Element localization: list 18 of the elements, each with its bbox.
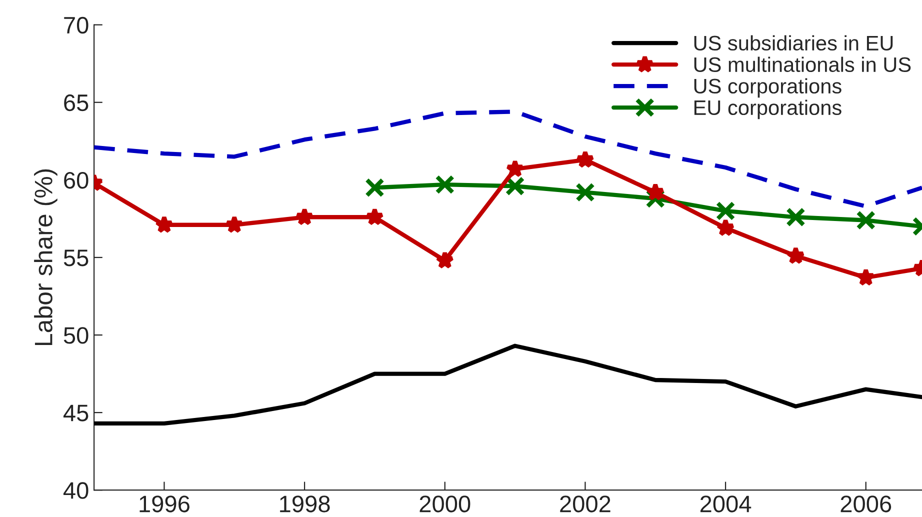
x-tick-label: 2000 <box>420 496 470 512</box>
y-tick-label: 70 <box>64 16 88 34</box>
y-tick-label: 50 <box>64 327 88 344</box>
y-axis-title: Labor share (%) <box>34 169 58 346</box>
x-tick-label: 2004 <box>700 496 752 512</box>
x-tick-label: 1998 <box>280 496 330 512</box>
x-tick-label: 1996 <box>140 496 190 512</box>
legend-label: US subsidiaries in EU <box>694 35 893 51</box>
legend-label: US multinationals in US <box>694 56 911 72</box>
y-tick-label: 40 <box>63 482 88 499</box>
y-tick-label: 65 <box>64 94 88 112</box>
y-tick-label: 55 <box>64 250 88 266</box>
y-tick-label: 45 <box>63 404 88 422</box>
legend-label: EU corporations <box>694 100 842 120</box>
legend-label: US corporations <box>694 78 842 98</box>
y-tick-label: 60 <box>64 172 88 189</box>
x-tick-label: 2006 <box>840 496 892 512</box>
x-tick-label: 2002 <box>560 496 610 512</box>
